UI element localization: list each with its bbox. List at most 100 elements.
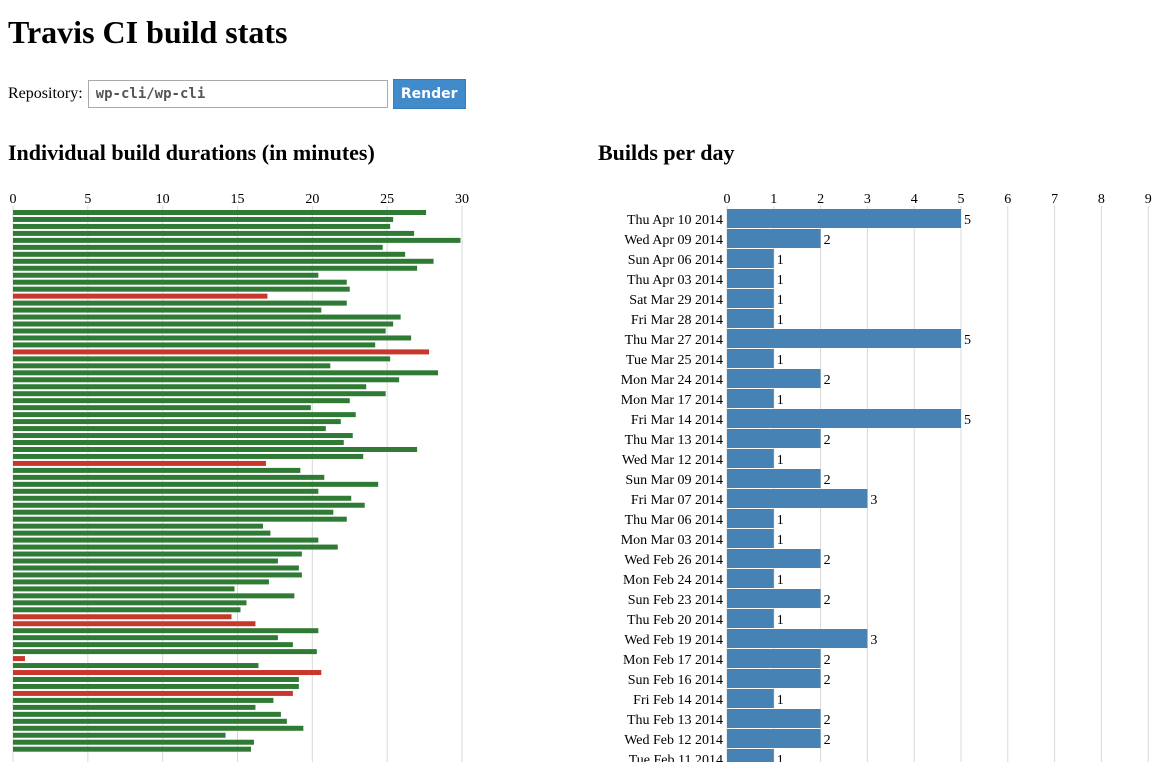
duration-bar (13, 586, 235, 592)
value-label: 5 (964, 213, 971, 228)
x-tick-label: 25 (380, 192, 394, 207)
duration-bar (13, 244, 383, 250)
builds-chart-title: Builds per day (598, 140, 735, 165)
x-tick-label: 5 (958, 192, 965, 207)
duration-bar (13, 579, 269, 585)
duration-bar (13, 593, 295, 599)
duration-bar (13, 565, 299, 571)
duration-bar (13, 328, 386, 334)
builds-bar (727, 349, 774, 368)
duration-bar (13, 356, 391, 362)
builds-bar (727, 409, 961, 428)
repository-input[interactable] (87, 80, 388, 108)
category-label: Tue Feb 11 2014 (629, 753, 723, 762)
duration-bar (13, 307, 322, 313)
repository-label: Repository: (8, 85, 83, 102)
category-label: Mon Mar 24 2014 (621, 373, 723, 388)
x-tick-label: 2 (817, 192, 824, 207)
value-label: 2 (824, 233, 831, 248)
builds-bar (727, 669, 821, 688)
builds-bar (727, 309, 774, 328)
builds-bar (727, 489, 868, 508)
value-label: 2 (824, 653, 831, 668)
duration-bar (13, 440, 344, 446)
duration-bar (13, 683, 299, 689)
value-label: 1 (777, 693, 784, 708)
duration-bar (13, 537, 319, 543)
value-label: 3 (870, 633, 877, 648)
duration-bar (13, 412, 356, 418)
duration-bar (13, 516, 347, 522)
duration-bar (13, 663, 259, 669)
duration-bar (13, 258, 434, 264)
value-label: 1 (777, 573, 784, 588)
category-label: Thu Feb 20 2014 (627, 613, 723, 628)
duration-bar (13, 377, 400, 383)
builds-bar (727, 589, 821, 608)
duration-bar (13, 635, 278, 641)
duration-bar (13, 711, 281, 717)
duration-bar (13, 433, 353, 439)
duration-bar (13, 349, 430, 355)
duration-bar (13, 265, 418, 271)
duration-bar (13, 474, 325, 480)
category-label: Sun Apr 06 2014 (628, 253, 723, 268)
category-label: Sun Mar 09 2014 (625, 473, 723, 488)
value-label: 2 (824, 713, 831, 728)
duration-bar (13, 216, 394, 222)
x-tick-label: 5 (84, 192, 91, 207)
category-label: Tue Mar 25 2014 (626, 353, 723, 368)
value-label: 2 (824, 553, 831, 568)
page-title: Travis CI build stats (8, 14, 288, 50)
category-label: Mon Feb 24 2014 (623, 573, 723, 588)
builds-bar (727, 249, 774, 268)
builds-bar (727, 609, 774, 628)
builds-per-day-chart: 0 1 2 3 4 5 6 7 8 9 Thu Apr 10 2014 5 Wed Apr 09 201… (621, 192, 1152, 762)
duration-bar (13, 279, 347, 285)
duration-bar (13, 621, 256, 627)
builds-bar (727, 469, 821, 488)
x-tick-label: 10 (156, 192, 170, 207)
duration-bar (13, 697, 274, 703)
value-label: 3 (870, 493, 877, 508)
duration-bar (13, 370, 439, 376)
category-label: Wed Feb 26 2014 (624, 553, 723, 568)
category-label: Wed Feb 12 2014 (624, 733, 723, 748)
x-tick-label: 0 (724, 192, 731, 207)
builds-bar (727, 449, 774, 468)
value-label: 1 (777, 453, 784, 468)
duration-bar (13, 718, 287, 724)
category-label: Fri Feb 14 2014 (633, 693, 723, 708)
duration-bar (13, 272, 319, 278)
x-tick-label: 3 (864, 192, 871, 207)
duration-bar (13, 530, 271, 536)
builds-bar (727, 709, 821, 728)
duration-bar (13, 600, 247, 606)
value-label: 2 (824, 733, 831, 748)
value-label: 1 (777, 313, 784, 328)
builds-bar (727, 529, 774, 548)
value-label: 5 (964, 333, 971, 348)
duration-bar (13, 426, 326, 432)
duration-bar (13, 481, 379, 487)
duration-bar (13, 656, 25, 662)
duration-bar (13, 739, 254, 745)
duration-bar (13, 363, 331, 369)
builds-bar (727, 229, 821, 248)
x-tick-label: 7 (1051, 192, 1058, 207)
value-label: 1 (777, 533, 784, 548)
builds-bar (727, 649, 821, 668)
x-tick-label: 9 (1145, 192, 1152, 207)
value-label: 2 (824, 373, 831, 388)
value-label: 1 (777, 513, 784, 528)
category-label: Fri Mar 07 2014 (631, 493, 723, 508)
category-label: Wed Mar 12 2014 (622, 453, 723, 468)
x-tick-label: 6 (1004, 192, 1011, 207)
repo-form: Repository: Render (8, 78, 466, 110)
render-button[interactable]: Render (392, 79, 466, 109)
duration-bar (13, 502, 365, 508)
x-tick-label: 1 (770, 192, 777, 207)
builds-bar (727, 289, 774, 308)
duration-bar (13, 300, 347, 306)
duration-bar (13, 607, 241, 613)
